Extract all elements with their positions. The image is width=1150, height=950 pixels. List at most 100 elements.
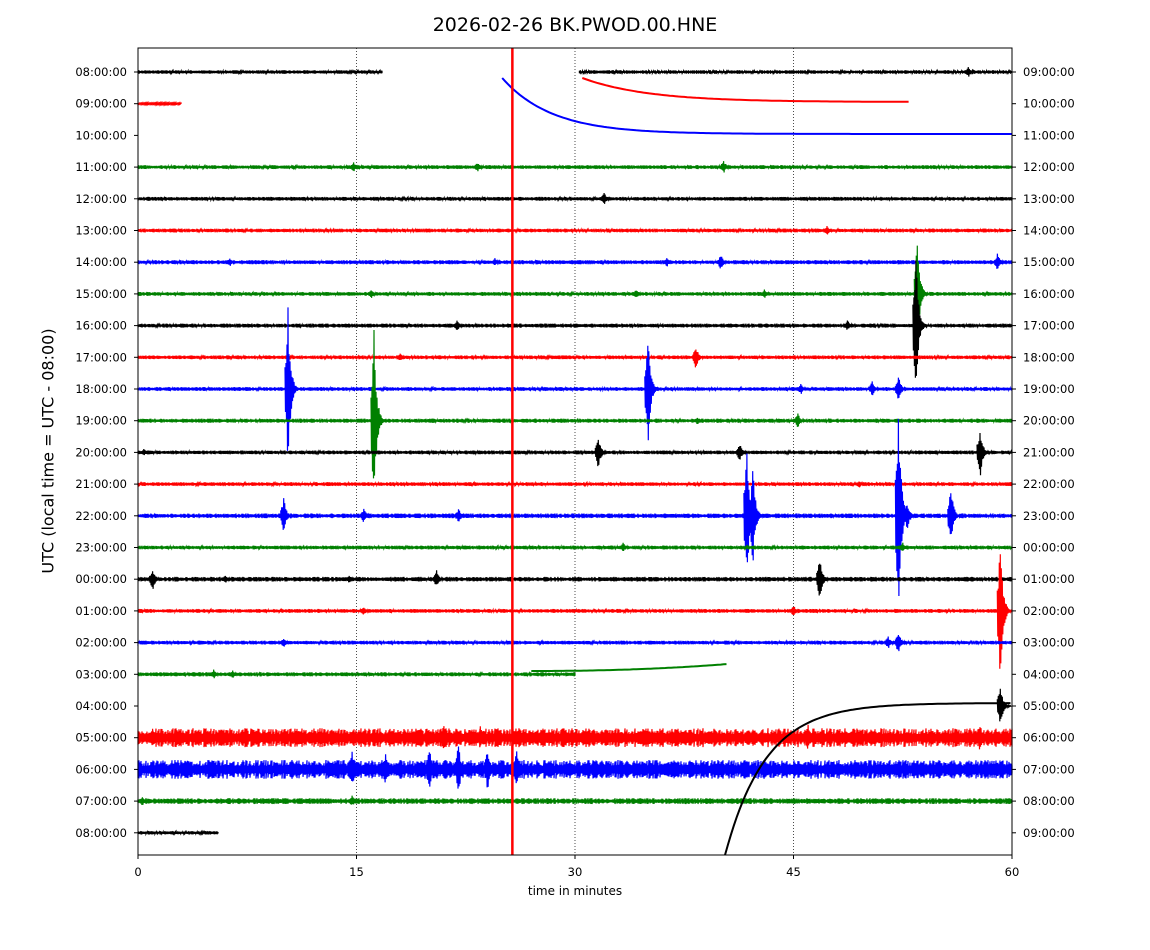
trace-row-160000 bbox=[137, 322, 1013, 329]
y-tick-label-left: 05:00:00 bbox=[75, 731, 127, 745]
y-tick-label-right: 12:00:00 bbox=[1023, 160, 1075, 174]
grid-layer bbox=[356, 48, 794, 855]
trace-row-210000 bbox=[137, 480, 1013, 488]
seismic-event bbox=[976, 432, 992, 476]
trace-row-120000 bbox=[137, 195, 1013, 203]
y-tick-label-left: 02:00:00 bbox=[75, 636, 127, 650]
seismic-event bbox=[360, 508, 376, 522]
seismic-event bbox=[912, 260, 928, 378]
seismic-event bbox=[632, 290, 648, 297]
seismic-event bbox=[823, 225, 839, 235]
seismic-event bbox=[736, 445, 751, 460]
seismic-event bbox=[760, 289, 776, 298]
y-tick-label-right: 17:00:00 bbox=[1023, 319, 1075, 333]
y-tick-label-right: 19:00:00 bbox=[1023, 382, 1075, 396]
trace-row-180000 bbox=[137, 385, 1013, 393]
overlay-layer bbox=[501, 48, 1012, 856]
y-tick-label-right: 03:00:00 bbox=[1023, 636, 1075, 650]
axis-layer: 0 15 30 45 60 08:00:00 09:00:00 09:00:00 10:00:0… bbox=[75, 65, 1074, 879]
y-tick-label-left: 06:00:00 bbox=[75, 762, 127, 776]
trace-row-000000 bbox=[137, 575, 1013, 583]
y-tick-label-right: 23:00:00 bbox=[1023, 509, 1075, 523]
y-tick-label-right: 01:00:00 bbox=[1023, 572, 1075, 586]
y-tick-label-left: 04:00:00 bbox=[75, 699, 127, 713]
y-tick-label-left: 22:00:00 bbox=[75, 509, 127, 523]
trace-layer bbox=[137, 67, 1013, 837]
y-tick-label-left: 20:00:00 bbox=[75, 445, 127, 459]
trace-row-060000 bbox=[137, 759, 1013, 779]
trace-row-080000 bbox=[137, 68, 383, 76]
trace-row-230000 bbox=[137, 544, 1013, 551]
seismic-event bbox=[903, 505, 919, 528]
seismic-event bbox=[453, 320, 469, 330]
seismic-event bbox=[382, 754, 397, 783]
y-tick-label-right: 18:00:00 bbox=[1023, 350, 1075, 364]
trace-row-070000 bbox=[137, 798, 1013, 805]
seismic-event bbox=[473, 163, 489, 172]
y-tick-label-right: 16:00:00 bbox=[1023, 287, 1075, 301]
x-tick-label: 60 bbox=[1005, 865, 1020, 879]
seismic-event bbox=[350, 162, 365, 172]
seismic-event bbox=[149, 728, 164, 746]
x-tick-label: 0 bbox=[134, 865, 141, 879]
seismic-event bbox=[280, 639, 295, 647]
y-tick-label-right: 06:00:00 bbox=[1023, 731, 1075, 745]
trace-row-190000 bbox=[137, 417, 1013, 425]
trace-row-150000 bbox=[137, 290, 1013, 298]
y-tick-label-left: 21:00:00 bbox=[75, 477, 127, 491]
trace-row-200000 bbox=[137, 448, 1013, 456]
seismic-event bbox=[693, 417, 709, 424]
seismic-event bbox=[345, 575, 361, 583]
trace-row-130000 bbox=[137, 227, 1013, 234]
y-tick-label-left: 01:00:00 bbox=[75, 604, 127, 618]
y-tick-label-left: 16:00:00 bbox=[75, 319, 127, 333]
seismic-event bbox=[993, 253, 1009, 269]
seismic-event bbox=[868, 381, 884, 396]
y-tick-label-left: 14:00:00 bbox=[75, 255, 127, 269]
y-tick-label-right: 11:00:00 bbox=[1023, 128, 1075, 142]
y-tick-label-right: 22:00:00 bbox=[1023, 477, 1075, 491]
y-tick-label-left: 15:00:00 bbox=[75, 287, 127, 301]
x-tick-label: 45 bbox=[786, 865, 801, 879]
seismic-event bbox=[491, 258, 506, 266]
trace-row-080000 bbox=[137, 829, 219, 837]
seismic-event bbox=[348, 795, 364, 805]
seismic-event bbox=[816, 563, 832, 596]
seismic-event bbox=[619, 542, 635, 552]
y-tick-label-right: 07:00:00 bbox=[1023, 762, 1075, 776]
seismic-event bbox=[720, 161, 735, 173]
seismic-event bbox=[221, 575, 237, 583]
seismic-event bbox=[843, 320, 859, 330]
red-drift-curve bbox=[581, 77, 909, 103]
y-tick-label-left: 13:00:00 bbox=[75, 224, 127, 238]
seismic-event bbox=[484, 754, 500, 788]
trace-row-110000 bbox=[137, 163, 1013, 171]
seismic-event bbox=[789, 606, 805, 616]
y-tick-label-left: 12:00:00 bbox=[75, 192, 127, 206]
y-tick-label-right: 13:00:00 bbox=[1023, 192, 1075, 206]
seismic-event bbox=[749, 471, 765, 561]
y-tick-label-right: 09:00:00 bbox=[1023, 826, 1075, 840]
seismic-event bbox=[476, 726, 492, 748]
seismic-event bbox=[149, 571, 164, 589]
y-tick-label-right: 15:00:00 bbox=[1023, 255, 1075, 269]
seismic-event bbox=[996, 554, 1012, 669]
seismic-event bbox=[454, 746, 470, 789]
y-tick-label-right: 05:00:00 bbox=[1023, 699, 1075, 713]
seismic-event bbox=[964, 67, 980, 77]
seismic-event bbox=[894, 377, 910, 399]
y-tick-label-left: 00:00:00 bbox=[75, 572, 127, 586]
trace-row-140000 bbox=[137, 258, 1013, 266]
seismic-event bbox=[717, 256, 732, 269]
seismic-event bbox=[433, 570, 448, 585]
x-tick-label: 30 bbox=[568, 865, 583, 879]
seismic-event bbox=[140, 449, 155, 456]
seismic-event bbox=[367, 290, 383, 298]
seismic-event bbox=[138, 797, 154, 806]
y-tick-label-right: 00:00:00 bbox=[1023, 541, 1075, 555]
y-tick-label-right: 04:00:00 bbox=[1023, 667, 1075, 681]
y-tick-label-right: 20:00:00 bbox=[1023, 414, 1075, 428]
seismic-event bbox=[855, 481, 870, 488]
seismic-event bbox=[454, 509, 470, 522]
